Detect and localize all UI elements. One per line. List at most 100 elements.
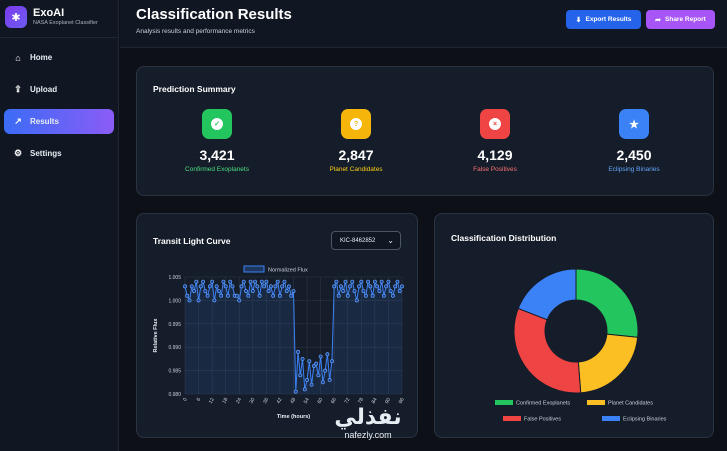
data-point xyxy=(372,279,377,284)
stat-label: Planet Candidates xyxy=(329,166,383,173)
sidebar: ✱ ExoAI NASA Exoplanet Classifier ⌂ Home… xyxy=(0,0,119,451)
distribution-title: Classification Distribution xyxy=(451,233,557,243)
data-point xyxy=(298,373,303,378)
series-area xyxy=(185,281,402,394)
x-tick-label: 66 xyxy=(330,397,338,405)
data-point xyxy=(255,284,260,289)
brand-name: ExoAI xyxy=(33,7,65,19)
x-icon: × xyxy=(480,109,510,139)
data-point xyxy=(248,279,253,284)
pie-slice-planet-candidates xyxy=(577,333,639,394)
stat-candidates: ? 2,847 Planet Candidates xyxy=(306,109,406,173)
brand[interactable]: ✱ ExoAI NASA Exoplanet Classifier xyxy=(0,0,118,34)
x-tick-label: 42 xyxy=(276,397,284,405)
data-point xyxy=(284,289,289,293)
download-icon: ⬇ xyxy=(575,16,582,24)
data-point xyxy=(314,361,319,366)
summary-title: Prediction Summary xyxy=(153,84,236,94)
y-axis-label: Relative Flux xyxy=(153,318,159,353)
data-point xyxy=(361,289,366,293)
data-point xyxy=(397,289,402,293)
light-curve-chart: Normalized Flux 0.980 0.985 0.990 0.995 1.000… xyxy=(153,265,406,420)
share-report-label: Share Report xyxy=(665,16,706,23)
sidebar-item-upload[interactable]: ⇪ Upload xyxy=(4,77,114,102)
sidebar-item-label: Results xyxy=(30,117,59,126)
y-tick-label: 0.990 xyxy=(168,345,181,351)
data-point xyxy=(235,293,239,298)
data-point xyxy=(341,289,346,293)
stat-label: Confirmed Exoplanets xyxy=(185,166,249,173)
export-results-label: Export Results xyxy=(585,16,632,23)
y-tick-label: 1.005 xyxy=(168,275,181,281)
data-point xyxy=(259,279,264,284)
share-report-button[interactable]: ➦ Share Report xyxy=(646,10,715,29)
sidebar-item-results[interactable]: ↗ Results xyxy=(4,109,114,134)
data-point xyxy=(366,279,371,284)
x-tick-label: 60 xyxy=(316,397,324,405)
pie-slice-confirmed-exoplanets xyxy=(575,268,639,338)
watermark-arabic: نفذلي xyxy=(334,405,402,430)
target-select-value: KIC-8462852 xyxy=(340,237,376,244)
data-point xyxy=(305,378,310,382)
x-tick-label: 18 xyxy=(221,397,229,405)
x-tick-label: 48 xyxy=(289,397,297,405)
x-tick-label: 6 xyxy=(196,397,203,403)
data-point xyxy=(205,293,210,298)
sidebar-nav: ⌂ Home ⇪ Upload ↗ Results ⚙ Settings xyxy=(0,38,118,180)
prediction-summary-card: Prediction Summary ✓ 3,421 Confirmed Exo… xyxy=(136,66,714,196)
stat-label: False Positives xyxy=(473,166,517,173)
data-point xyxy=(221,279,226,284)
data-point xyxy=(183,284,187,289)
data-point xyxy=(309,382,314,387)
x-tick-label: 54 xyxy=(303,397,311,405)
data-point xyxy=(268,284,273,289)
data-point xyxy=(280,284,285,289)
x-tick-label: 96 xyxy=(398,397,406,405)
data-point xyxy=(368,284,373,289)
target-select[interactable]: KIC-8462852 ⌄ xyxy=(331,231,401,250)
question-icon: ? xyxy=(341,109,371,139)
sidebar-divider xyxy=(0,37,118,38)
data-point xyxy=(214,284,219,289)
data-point xyxy=(244,289,248,293)
chart-icon: ↗ xyxy=(14,116,22,126)
x-axis-label: Time (hours) xyxy=(277,414,310,420)
share-icon: ➦ xyxy=(655,16,662,24)
data-point xyxy=(241,279,246,284)
data-point xyxy=(323,368,328,373)
data-point xyxy=(277,293,282,298)
data-point xyxy=(393,284,398,289)
stat-eclipsing: ★ 2,450 Eclipsing Binaries xyxy=(584,109,684,173)
legend-label: False Positives xyxy=(524,417,561,423)
data-point xyxy=(237,298,242,303)
check-icon: ✓ xyxy=(202,109,232,139)
sidebar-item-settings[interactable]: ⚙ Settings xyxy=(4,141,114,166)
page-subtitle: Analysis results and performance metrics xyxy=(136,28,255,35)
stat-confirmed: ✓ 3,421 Confirmed Exoplanets xyxy=(167,109,267,173)
data-point xyxy=(325,352,330,357)
x-tick-label: 78 xyxy=(357,397,365,405)
data-point xyxy=(381,293,386,298)
data-point xyxy=(375,284,380,289)
data-point xyxy=(271,293,276,298)
data-point xyxy=(192,289,196,293)
data-point xyxy=(320,380,325,385)
data-point xyxy=(207,284,212,289)
data-point xyxy=(336,293,341,298)
legend-swatch xyxy=(602,416,620,421)
stat-value: 4,129 xyxy=(477,147,513,163)
data-point xyxy=(201,279,206,284)
data-point xyxy=(334,279,339,284)
export-results-button[interactable]: ⬇ Export Results xyxy=(566,10,641,29)
data-point xyxy=(212,298,217,303)
brand-subtitle: NASA Exoplanet Classifier xyxy=(33,20,98,26)
x-tick-label: 24 xyxy=(235,397,243,405)
data-point xyxy=(203,289,208,293)
sidebar-item-home[interactable]: ⌂ Home xyxy=(4,45,114,70)
data-point xyxy=(357,284,362,289)
legend-label: Normalized Flux xyxy=(268,268,308,274)
data-point xyxy=(210,279,215,284)
data-point xyxy=(289,293,294,298)
data-point xyxy=(359,279,364,284)
data-point xyxy=(379,279,384,284)
